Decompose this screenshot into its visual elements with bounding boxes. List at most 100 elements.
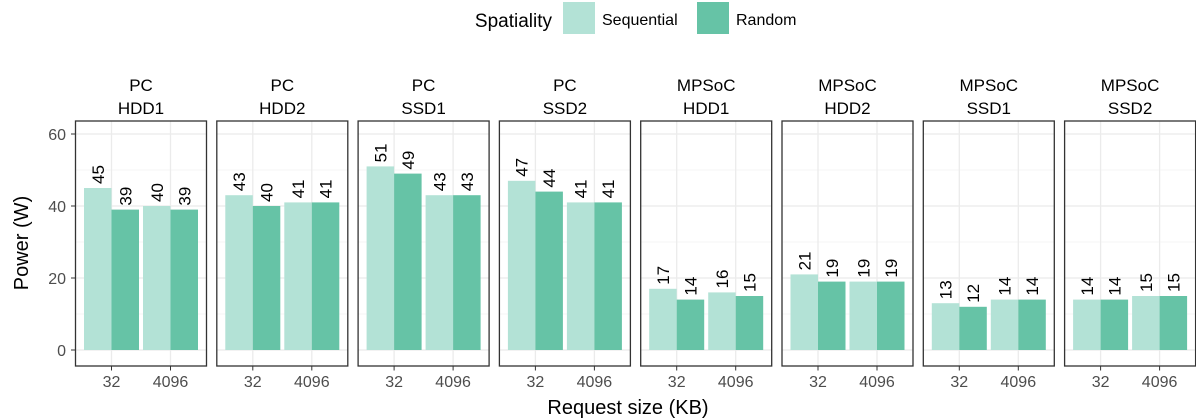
x-tick-label: 4096 [1001,374,1037,391]
bar-sequential [1132,296,1160,350]
bar-value-label: 43 [430,172,449,191]
bar-random [735,296,764,350]
bar-sequential [284,202,312,350]
bar-value-label: 19 [823,259,842,278]
panel-border [216,120,349,367]
bar-value-label: 16 [713,269,732,288]
bar-random [959,306,987,350]
bar-sequential [931,303,960,350]
y-tick-label: 40 [48,199,66,216]
facet-platform-label: PC [553,76,577,95]
y-axis: 0 20 40 60 [48,127,76,360]
legend-label-random: Random [736,12,796,29]
bar-sequential [990,299,1019,350]
facet-panel: PC SSD1 51 49 32 43 43 4096 [357,76,490,391]
bar-value-label: 15 [1137,273,1156,292]
bar-value-label: 15 [740,273,759,292]
x-axis-title: Request size (KB) [547,397,708,419]
x-tick-label: 4096 [435,374,471,391]
bar-value-label: 45 [89,165,108,184]
y-tick-label: 60 [48,127,66,144]
bar-random [1159,296,1188,350]
bar-value-label: 14 [681,277,700,296]
bar-value-label: 47 [513,158,532,177]
x-tick-label: 4096 [577,374,613,391]
bar-random [394,173,422,350]
x-tick-label: 4096 [1142,374,1178,391]
panel-border [922,120,1055,367]
bar-random [311,202,340,350]
facet-device-label: SSD1 [401,99,445,118]
bar-value-label: 15 [1164,273,1183,292]
bar-sequential [566,202,595,350]
bar-value-label: 41 [289,179,308,198]
facet-panel: MPSoC HDD1 17 14 32 16 15 4096 [640,76,773,391]
bar-value-label: 49 [399,151,418,170]
x-tick-label: 4096 [718,374,754,391]
bar-value-label: 40 [258,183,277,202]
bar-value-label: 12 [964,284,983,303]
bar-value-label: 41 [599,179,618,198]
x-tick-label: 32 [1092,374,1110,391]
x-tick-label: 4096 [153,374,189,391]
facets: PC HDD1 45 39 32 40 39 4096 PC HDD2 43 40 32 41 41 4096… [74,76,1196,391]
bar-sequential [849,281,877,350]
bar-sequential [143,206,171,350]
y-axis-title: Power (W) [11,196,33,290]
bar-value-label: 39 [116,187,135,206]
bar-value-label: 43 [230,172,249,191]
bar-value-label: 13 [937,280,956,299]
bar-random [111,209,139,350]
bar-sequential [790,274,818,350]
bar-random [1100,299,1129,350]
facet-platform-label: PC [129,76,153,95]
x-tick-label: 32 [950,374,968,391]
facet-device-label: SSD1 [967,99,1011,118]
bar-value-label: 14 [1078,277,1097,296]
facet-device-label: SSD2 [543,99,587,118]
x-tick-label: 4096 [859,374,895,391]
bar-value-label: 17 [654,266,673,285]
bar-sequential [366,166,395,350]
bar-random [252,206,281,350]
facet-platform-label: PC [270,76,294,95]
panel-border [498,120,632,367]
facet-panel: PC HDD2 43 40 32 41 41 4096 [216,76,349,391]
bar-random [535,191,563,350]
y-tick-label: 20 [48,271,66,288]
facet-platform-label: PC [412,76,436,95]
facet-device-label: HDD1 [118,99,164,118]
bar-value-label: 14 [996,277,1015,296]
legend-label-sequential: Sequential [602,12,678,29]
bar-value-label: 21 [795,251,814,270]
x-tick-label: 32 [103,374,121,391]
facet-platform-label: MPSoC [677,76,736,95]
facet-device-label: HDD2 [824,99,870,118]
facet-platform-label: MPSoC [818,76,877,95]
panel-border [357,120,490,367]
bar-sequential [84,188,112,350]
x-tick-label: 32 [244,374,262,391]
bar-sequential [425,195,454,350]
bar-random [1018,299,1046,350]
bar-sequential [1073,299,1101,350]
facet-device-label: SSD2 [1108,99,1152,118]
bar-sequential [708,292,736,350]
x-tick-label: 4096 [294,374,330,391]
bar-value-label: 44 [540,169,559,188]
legend: Spatiality Sequential Random [475,2,796,34]
bar-sequential [649,288,677,350]
bar-value-label: 41 [317,179,336,198]
facet-panel: PC SSD2 47 44 32 41 41 4096 [498,76,632,391]
bar-random [170,209,198,350]
bar-random [676,299,705,350]
legend-key-sequential [563,2,595,34]
facet-device-label: HDD1 [683,99,729,118]
facet-platform-label: MPSoC [1101,76,1160,95]
bar-value-label: 19 [854,259,873,278]
bar-value-label: 41 [572,179,591,198]
facet-panel: PC HDD1 45 39 32 40 39 4096 [74,76,208,391]
bar-value-label: 19 [882,259,901,278]
bar-random [453,195,481,350]
